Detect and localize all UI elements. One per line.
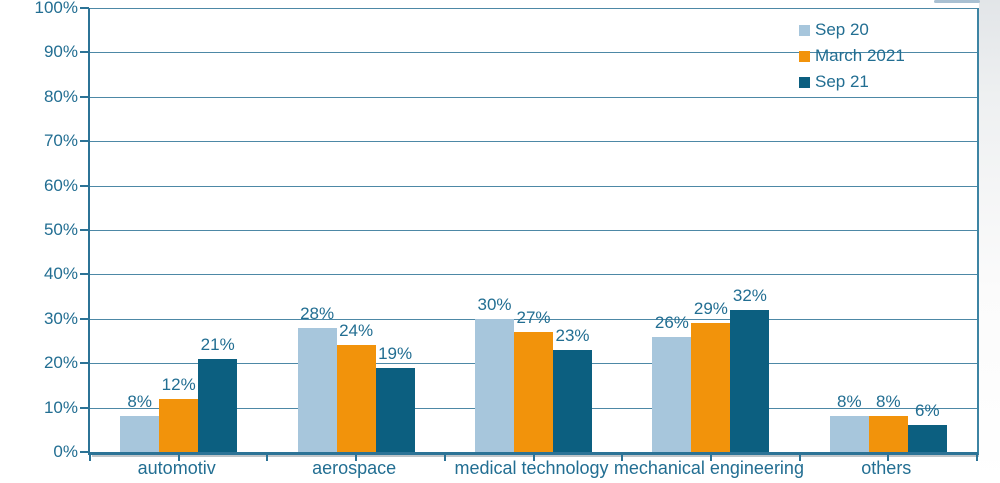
y-axis-tick (80, 273, 89, 276)
bar-sep-20-medical-technology (475, 318, 514, 452)
x-axis-tick (887, 452, 890, 461)
y-axis-label: 50% (43, 220, 78, 239)
gridline-100 (90, 8, 977, 9)
x-axis-tick (532, 452, 535, 461)
value-label: 32% (732, 285, 767, 305)
legend: Sep 20 March 2021 Sep 21 (799, 17, 905, 95)
x-axis-tick (798, 452, 801, 461)
x-axis-tick (709, 452, 712, 461)
value-label: 30% (477, 294, 512, 314)
legend-item-label: Sep 21 (815, 72, 869, 91)
y-axis-tick (80, 95, 89, 98)
y-axis-tick (80, 140, 89, 143)
legend-item-sep-20: Sep 20 (799, 17, 905, 43)
category-label-automotiv: automotiv (137, 458, 216, 478)
x-axis-tick (443, 452, 446, 461)
y-axis-label: 60% (43, 175, 78, 195)
category-label-aerospace: aerospace (312, 458, 397, 478)
gridline-50 (90, 230, 977, 231)
value-label: 8% (837, 392, 862, 412)
gridline-80 (90, 96, 977, 98)
y-axis-tick (80, 451, 89, 453)
category-label-others: others (861, 458, 912, 478)
bar-march-2021-mechanical-engineering (691, 323, 731, 452)
bar-sep-20-automotiv (120, 416, 160, 452)
bar-march-2021-automotiv (159, 398, 199, 452)
value-label: 6% (915, 401, 940, 421)
legend-item-sep-21: Sep 21 (799, 69, 905, 95)
y-axis-tick (80, 406, 89, 409)
value-label: 27% (516, 308, 551, 328)
value-label: 23% (555, 325, 590, 345)
y-axis-label: 30% (43, 308, 78, 328)
x-axis-tick (621, 452, 624, 461)
x-axis-tick (355, 452, 358, 461)
cropped-ui-fragment (934, 0, 980, 3)
y-axis-label: 0% (53, 442, 78, 461)
y-axis-label: 40% (43, 264, 78, 284)
x-axis-tick (266, 452, 269, 461)
bar-march-2021-medical-technology (514, 332, 553, 452)
plot-area: 8% 12% 21% 28% 24% 19% 30% 27% 23% 26% 29% 32% 8% 8% 6… (88, 8, 979, 461)
x-axis-tick (177, 452, 180, 461)
gridline-70 (90, 141, 977, 143)
y-axis-tick (80, 229, 89, 231)
bar-march-2021-others (868, 416, 908, 452)
value-label: 28% (300, 303, 335, 323)
legend-swatch (799, 76, 810, 88)
y-axis-tick (80, 317, 89, 320)
y-axis-label: 100% (34, 0, 78, 17)
legend-swatch (799, 50, 810, 62)
value-label: 24% (339, 321, 374, 341)
gridline-40 (90, 274, 977, 276)
bar-sep-20-aerospace (297, 327, 337, 452)
y-axis-label: 10% (43, 397, 78, 417)
bar-sep-21-medical-technology (553, 349, 592, 452)
y-axis-tick (80, 184, 89, 187)
bar-sep-20-mechanical-engineering (652, 336, 692, 452)
gridline-90 (90, 52, 977, 54)
bar-sep-20-others (829, 416, 869, 452)
y-axis-tick (80, 7, 89, 9)
value-label: 8% (127, 392, 152, 412)
bar-sep-21-aerospace (375, 367, 415, 452)
x-axis-tick (976, 452, 978, 461)
legend-item-march-2021: March 2021 (799, 43, 905, 69)
bar-march-2021-aerospace (336, 345, 376, 452)
value-label: 8% (876, 392, 901, 412)
gridline-30 (90, 318, 977, 320)
value-label: 21% (200, 334, 235, 354)
value-label: 19% (378, 343, 413, 363)
background-right-strip (979, 0, 1000, 483)
legend-swatch (799, 24, 810, 36)
bar-sep-21-mechanical-engineering (730, 309, 770, 452)
axis-shadow-line (92, 455, 979, 457)
legend-item-label: March 2021 (815, 46, 905, 65)
category-label-medical-technology: medical technology (454, 458, 609, 478)
gridline-60 (90, 185, 977, 187)
y-axis-label: 80% (43, 86, 78, 106)
value-label: 29% (693, 299, 728, 319)
y-axis-label: 20% (43, 353, 78, 373)
legend-item-label: Sep 20 (815, 20, 869, 39)
bar-sep-21-others (907, 425, 947, 452)
bar-sep-21-automotiv (198, 358, 238, 452)
y-axis-label: 70% (43, 131, 78, 151)
category-label-mechanical-engineering: mechanical engineering (613, 458, 804, 478)
value-label: 12% (161, 374, 196, 394)
value-label: 26% (654, 312, 689, 332)
x-axis-tick (89, 452, 91, 461)
y-axis-label: 90% (43, 42, 78, 62)
y-axis-tick (80, 51, 89, 54)
y-axis-tick (80, 362, 89, 365)
